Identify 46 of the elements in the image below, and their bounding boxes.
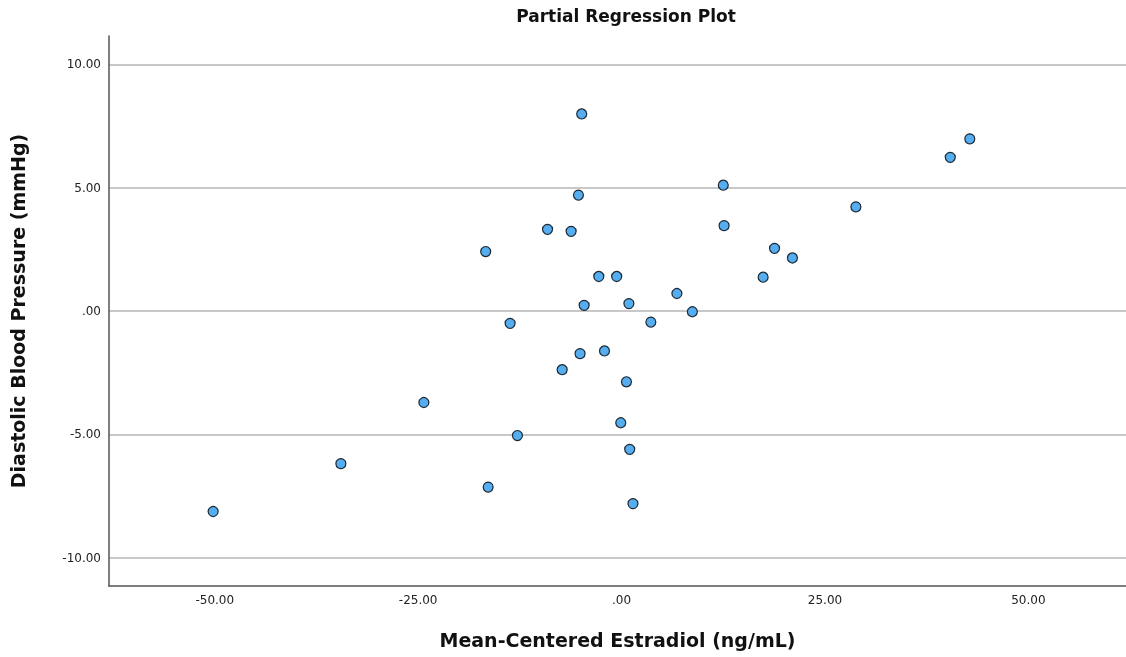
point — [611, 270, 623, 283]
point — [482, 481, 494, 493]
y-tick-label: -5.00 — [69, 427, 101, 442]
point — [623, 298, 635, 310]
x-tick-label: -50.00 — [195, 593, 235, 607]
point — [645, 316, 657, 328]
point — [717, 179, 729, 191]
x-tick-label: -25.00 — [398, 593, 438, 607]
x-tick-label: 25.00 — [807, 593, 843, 607]
point — [565, 225, 577, 237]
y-axis-title: Diastolic Blood Pressure (mmHg) — [6, 133, 29, 489]
point — [768, 242, 781, 254]
point — [686, 306, 698, 318]
y-tick-label: 10.00 — [66, 57, 101, 72]
point — [786, 252, 799, 264]
point — [335, 458, 347, 470]
point — [572, 189, 585, 201]
point — [944, 151, 956, 163]
point — [511, 429, 524, 442]
point — [671, 287, 683, 300]
x-tick-label: .00 — [612, 593, 632, 607]
point — [556, 364, 568, 376]
y-tick-label: -10.00 — [62, 550, 101, 565]
point — [480, 245, 492, 258]
x-axis-title: Mean-Centered Estradiol (ng/mL) — [439, 628, 796, 651]
chart-title: Partial Regression Plot — [516, 5, 736, 26]
point — [574, 348, 586, 360]
point — [576, 108, 588, 120]
point — [757, 271, 769, 283]
point — [624, 443, 636, 455]
point — [593, 270, 605, 283]
point — [627, 498, 639, 510]
point — [541, 223, 554, 235]
y-tick-label: 5.00 — [74, 180, 101, 195]
point — [718, 220, 730, 232]
point — [620, 376, 633, 388]
point — [598, 345, 611, 357]
point — [964, 133, 976, 145]
point — [418, 396, 430, 409]
point — [615, 417, 627, 429]
y-tick-label: .00 — [81, 304, 101, 318]
x-tick-label: 50.00 — [1011, 593, 1046, 607]
point — [207, 505, 219, 518]
point — [504, 317, 516, 329]
point — [850, 201, 862, 213]
point — [578, 299, 590, 311]
